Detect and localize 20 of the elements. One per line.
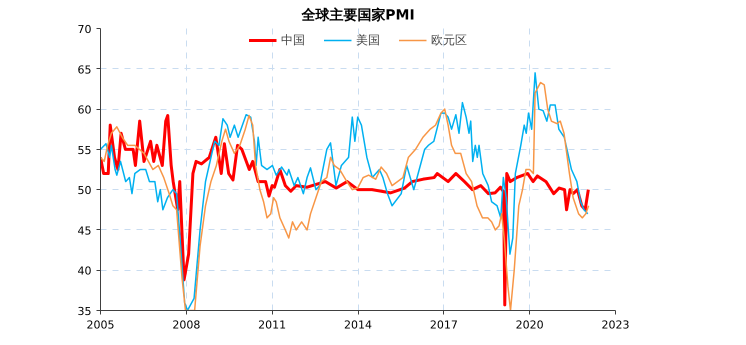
x-tick-label: 2014 — [344, 318, 372, 332]
legend-label: 中国 — [281, 32, 305, 48]
x-tick-label: 2017 — [430, 318, 458, 332]
x-tick-label: 2011 — [258, 318, 286, 332]
x-tick-label: 2005 — [86, 318, 115, 332]
y-tick-label: 60 — [78, 104, 92, 117]
chart-title: 全球主要国家PMI — [300, 6, 415, 24]
y-tick-label: 55 — [78, 144, 92, 157]
legend-label: 美国 — [356, 32, 380, 48]
x-tick-label: 2020 — [516, 318, 544, 332]
legend-label: 欧元区 — [431, 32, 467, 48]
y-tick-label: 35 — [78, 305, 92, 318]
y-tick-label: 45 — [78, 224, 92, 238]
y-tick-label: 40 — [78, 264, 92, 278]
x-tick-label: 2023 — [602, 318, 630, 332]
x-tick-label: 2008 — [172, 318, 200, 332]
y-tick-label: 65 — [78, 63, 92, 76]
y-tick-label: 50 — [78, 184, 92, 198]
line-series — [100, 114, 590, 306]
y-tick-label: 70 — [78, 23, 92, 36]
